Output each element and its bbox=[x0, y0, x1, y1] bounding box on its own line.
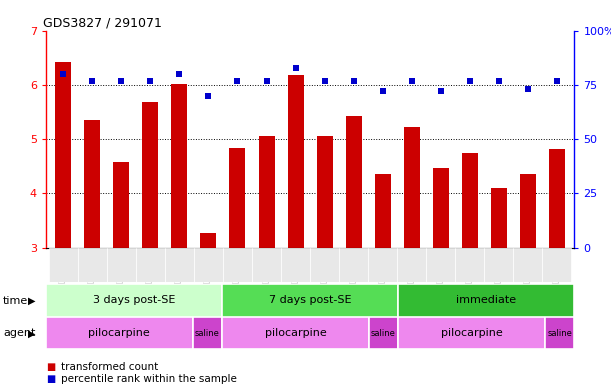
Bar bbox=[369, 317, 398, 349]
Bar bbox=[84, 120, 100, 248]
Bar bbox=[375, 174, 390, 248]
Bar bbox=[172, 84, 188, 248]
Text: ■: ■ bbox=[46, 374, 55, 384]
Bar bbox=[165, 248, 194, 282]
Bar bbox=[485, 248, 513, 282]
Text: saline: saline bbox=[195, 329, 220, 338]
Point bbox=[291, 65, 301, 71]
Text: ▶: ▶ bbox=[28, 296, 35, 306]
Bar bbox=[462, 153, 478, 248]
Bar bbox=[426, 248, 455, 282]
Bar bbox=[223, 248, 252, 282]
Bar bbox=[549, 149, 565, 248]
Bar bbox=[252, 248, 281, 282]
Bar bbox=[222, 284, 398, 317]
Text: percentile rank within the sample: percentile rank within the sample bbox=[61, 374, 237, 384]
Bar bbox=[513, 248, 543, 282]
Text: GDS3827 / 291071: GDS3827 / 291071 bbox=[43, 17, 162, 30]
Bar bbox=[404, 127, 420, 248]
Bar bbox=[78, 248, 107, 282]
Bar bbox=[520, 174, 536, 248]
Bar bbox=[346, 116, 362, 248]
Point bbox=[87, 78, 97, 84]
Bar bbox=[49, 248, 78, 282]
Text: pilocarpine: pilocarpine bbox=[441, 328, 502, 338]
Bar bbox=[136, 248, 165, 282]
Bar bbox=[281, 248, 310, 282]
Point bbox=[552, 78, 562, 84]
Text: time: time bbox=[3, 296, 28, 306]
Bar bbox=[433, 168, 448, 248]
Text: ▶: ▶ bbox=[28, 328, 35, 338]
Point bbox=[436, 88, 445, 94]
Text: transformed count: transformed count bbox=[61, 362, 158, 372]
Point bbox=[320, 78, 329, 84]
Point bbox=[203, 93, 213, 99]
Point bbox=[523, 86, 533, 93]
Bar bbox=[368, 248, 397, 282]
Bar bbox=[288, 75, 304, 248]
Bar bbox=[222, 317, 369, 349]
Bar bbox=[230, 149, 246, 248]
Point bbox=[175, 71, 185, 77]
Text: ■: ■ bbox=[46, 362, 55, 372]
Bar bbox=[545, 317, 574, 349]
Point bbox=[262, 78, 271, 84]
Point bbox=[349, 78, 359, 84]
Bar bbox=[192, 317, 222, 349]
Bar bbox=[55, 62, 71, 248]
Point bbox=[117, 78, 126, 84]
Bar bbox=[258, 136, 274, 248]
Text: agent: agent bbox=[3, 328, 35, 338]
Text: immediate: immediate bbox=[456, 295, 516, 306]
Bar bbox=[398, 317, 545, 349]
Bar bbox=[142, 102, 158, 248]
Bar bbox=[194, 248, 223, 282]
Bar bbox=[491, 188, 507, 248]
Text: saline: saline bbox=[371, 329, 396, 338]
Bar bbox=[107, 248, 136, 282]
Bar bbox=[114, 162, 130, 248]
Bar bbox=[46, 317, 192, 349]
Point bbox=[378, 88, 387, 94]
Bar bbox=[455, 248, 485, 282]
Point bbox=[145, 78, 155, 84]
Point bbox=[465, 78, 475, 84]
Point bbox=[407, 78, 417, 84]
Bar bbox=[200, 233, 216, 248]
Point bbox=[59, 71, 68, 77]
Bar bbox=[397, 248, 426, 282]
Bar bbox=[339, 248, 368, 282]
Text: 7 days post-SE: 7 days post-SE bbox=[269, 295, 351, 306]
Point bbox=[494, 78, 503, 84]
Bar bbox=[398, 284, 574, 317]
Bar bbox=[316, 136, 332, 248]
Text: saline: saline bbox=[547, 329, 572, 338]
Bar bbox=[310, 248, 339, 282]
Text: 3 days post-SE: 3 days post-SE bbox=[93, 295, 175, 306]
Point bbox=[233, 78, 243, 84]
Text: pilocarpine: pilocarpine bbox=[89, 328, 150, 338]
Text: pilocarpine: pilocarpine bbox=[265, 328, 326, 338]
Bar bbox=[46, 284, 222, 317]
Bar bbox=[543, 248, 571, 282]
